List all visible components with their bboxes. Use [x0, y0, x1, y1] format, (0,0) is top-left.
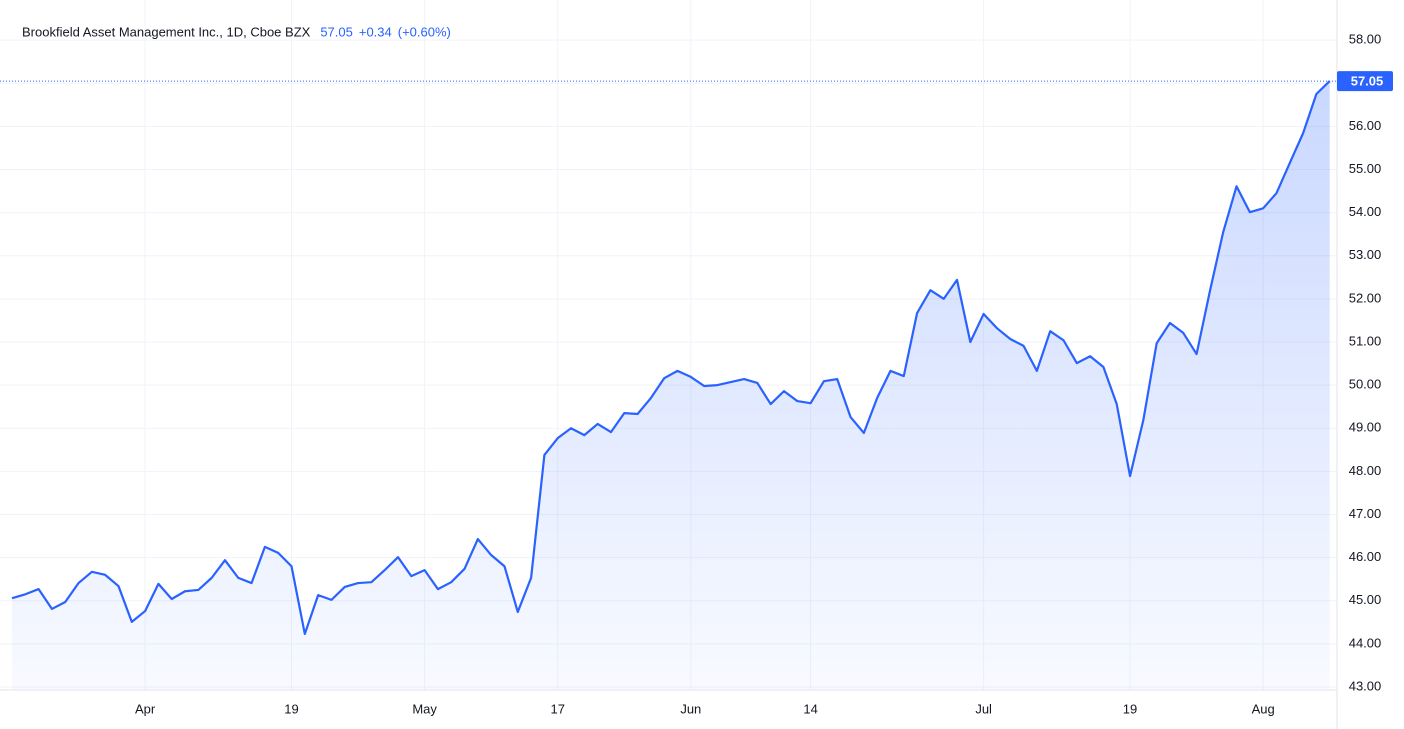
- y-tick-label: 52.00: [1349, 290, 1382, 305]
- x-tick-label: Jun: [680, 701, 701, 716]
- x-tick-label: 17: [550, 701, 564, 716]
- x-tick-label: 19: [284, 701, 298, 716]
- y-tick-label: 56.00: [1349, 118, 1382, 133]
- plot: [0, 80, 1337, 690]
- last-price-tag: [1337, 71, 1393, 92]
- y-tick-label: 48.00: [1349, 463, 1382, 478]
- x-tick-label: Aug: [1252, 701, 1275, 716]
- y-tick-label: 49.00: [1349, 420, 1382, 435]
- y-tick-label: 55.00: [1349, 161, 1382, 176]
- y-tick-label: 45.00: [1349, 592, 1382, 607]
- y-tick-label: 54.00: [1349, 204, 1382, 219]
- y-tick-label: 50.00: [1349, 377, 1382, 392]
- area-fill: [12, 81, 1330, 690]
- y-tick-label: 46.00: [1349, 549, 1382, 564]
- chart-title: Brookfield Asset Management Inc., 1D, Cb…: [22, 24, 311, 39]
- price-change-percent: (+0.60%): [398, 24, 451, 39]
- y-tick-label: 58.00: [1349, 32, 1382, 47]
- x-tick-label: May: [412, 701, 437, 716]
- y-tick-label: 43.00: [1349, 678, 1382, 693]
- x-tick-label: Apr: [135, 701, 156, 716]
- y-tick-label: 44.00: [1349, 635, 1382, 650]
- price-line: [11, 80, 1331, 636]
- y-tick-label: 47.00: [1349, 506, 1382, 521]
- last-price-tag-label: 57.05: [1351, 74, 1384, 89]
- x-tick-label: 19: [1123, 701, 1137, 716]
- x-tick-label: 14: [803, 701, 817, 716]
- y-tick-label: 53.00: [1349, 247, 1382, 262]
- last-price: 57.05: [320, 24, 353, 39]
- y-tick-label: 51.00: [1349, 333, 1382, 348]
- price-change: +0.34: [359, 24, 392, 39]
- x-tick-label: Jul: [975, 701, 992, 716]
- axes: 43.00 44.00 45.00 46.00 47.00 48.00 49.00 50.00…: [135, 32, 1393, 716]
